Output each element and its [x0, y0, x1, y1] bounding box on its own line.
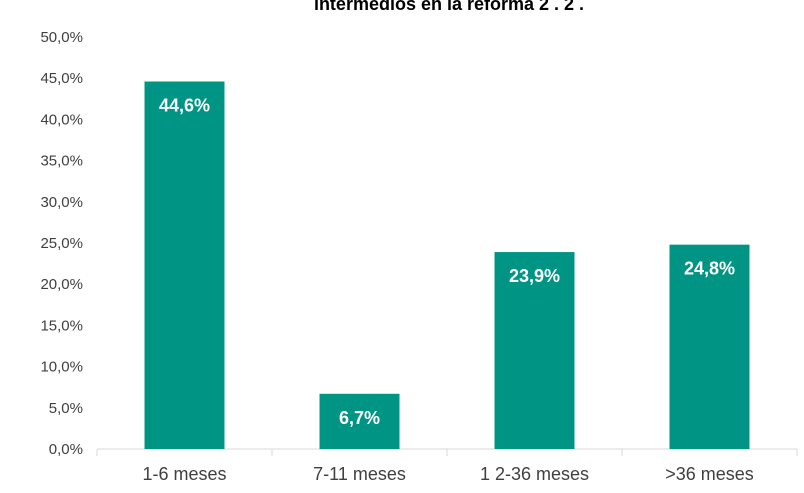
- x-tick-label: 1 2-36 meses: [480, 464, 589, 484]
- bar: [669, 244, 750, 449]
- x-tick-label: 1-6 meses: [142, 464, 226, 484]
- data-label: 6,7%: [339, 408, 380, 428]
- bars: 44,6% 6,7% 23,9% 24,8%: [144, 81, 750, 449]
- x-tick-label: 7-11 meses: [313, 464, 406, 484]
- chart-title: intermedios en la reforma 2 . 2 .: [314, 0, 584, 14]
- y-tick-label: 5,0%: [49, 400, 83, 417]
- y-tick-label: 20,0%: [40, 276, 83, 293]
- bar: [319, 393, 400, 449]
- y-tick-label: 15,0%: [40, 317, 83, 334]
- y-tick-label: 40,0%: [40, 111, 83, 128]
- y-tick-label: 45,0%: [40, 70, 83, 87]
- bar: [494, 252, 575, 449]
- y-tick-label: 25,0%: [40, 235, 83, 252]
- y-tick-label: 50,0%: [40, 29, 83, 46]
- y-tick-label: 0,0%: [49, 441, 83, 458]
- data-label: 23,9%: [509, 266, 560, 286]
- y-tick-label: 10,0%: [40, 359, 83, 376]
- y-tick-label: 30,0%: [40, 194, 83, 211]
- bar: [144, 81, 225, 449]
- x-tick-label: >36 meses: [665, 464, 754, 484]
- data-label: 24,8%: [684, 259, 735, 279]
- y-axis: 0,0% 5,0% 10,0% 15,0% 20,0% 25,0% 30,0% 35,0% 40…: [40, 29, 83, 458]
- y-tick-label: 35,0%: [40, 153, 83, 170]
- x-axis: 1-6 meses 7-11 meses 1 2-36 meses >36 meses: [96, 448, 798, 484]
- data-label: 44,6%: [159, 95, 210, 115]
